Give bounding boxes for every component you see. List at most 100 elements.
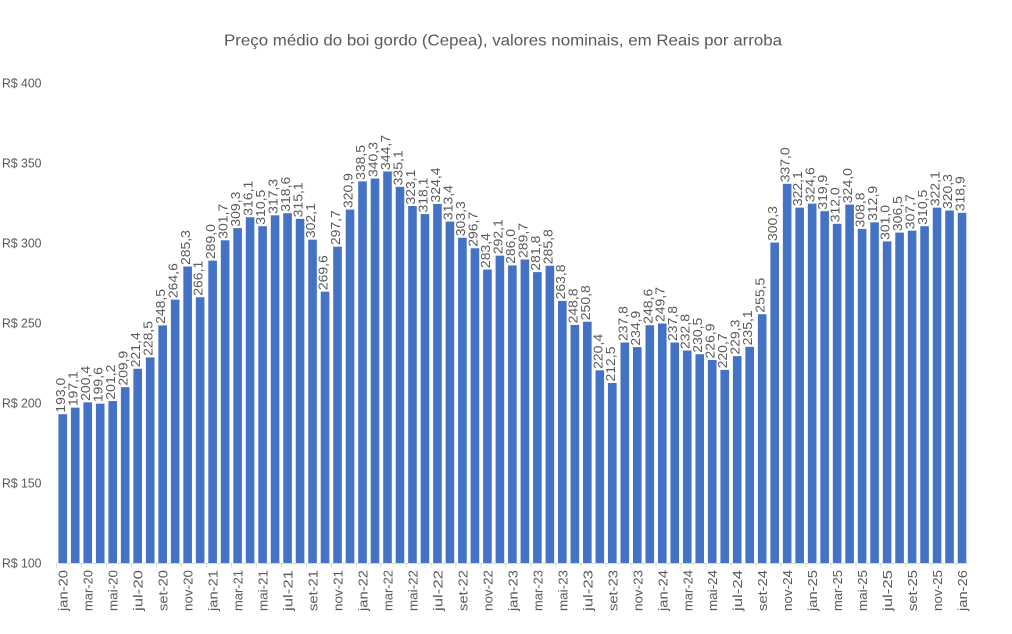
svg-text:mai-20: mai-20: [106, 570, 121, 611]
svg-text:jan-21: jan-21: [206, 570, 221, 612]
svg-text:264,6: 264,6: [166, 263, 181, 298]
svg-text:255,5: 255,5: [753, 278, 768, 313]
svg-text:201,2: 201,2: [103, 365, 118, 400]
svg-text:mai-22: mai-22: [405, 570, 420, 611]
svg-text:324,4: 324,4: [428, 167, 443, 202]
svg-text:R$ 300: R$ 300: [2, 236, 42, 251]
svg-text:303,3: 303,3: [453, 201, 468, 236]
svg-text:249,7: 249,7: [653, 287, 668, 322]
svg-text:set-24: set-24: [755, 570, 770, 611]
svg-text:248,5: 248,5: [153, 289, 168, 324]
svg-text:289,0: 289,0: [203, 224, 218, 259]
svg-text:285,3: 285,3: [178, 230, 193, 265]
svg-text:309,3: 309,3: [228, 192, 243, 227]
svg-text:318,9: 318,9: [953, 176, 968, 211]
svg-text:jan-25: jan-25: [805, 570, 820, 612]
svg-text:193,0: 193,0: [53, 378, 68, 413]
svg-text:250,8: 250,8: [578, 285, 593, 320]
svg-text:R$ 150: R$ 150: [2, 476, 42, 491]
svg-text:set-20: set-20: [156, 570, 171, 611]
svg-text:266,1: 266,1: [191, 261, 206, 296]
svg-text:mai-24: mai-24: [705, 570, 720, 611]
svg-text:297,7: 297,7: [328, 210, 343, 245]
svg-text:263,8: 263,8: [553, 264, 568, 299]
svg-text:jan-23: jan-23: [505, 570, 520, 612]
svg-text:jan-20: jan-20: [56, 570, 71, 612]
svg-text:set-21: set-21: [306, 570, 321, 611]
svg-text:310,5: 310,5: [915, 190, 930, 225]
svg-text:R$ 400: R$ 400: [2, 76, 42, 91]
svg-text:212,5: 212,5: [603, 347, 618, 382]
svg-text:286,0: 286,0: [503, 229, 518, 264]
svg-text:R$ 350: R$ 350: [2, 156, 42, 171]
svg-text:R$ 200: R$ 200: [2, 396, 42, 411]
svg-text:248,6: 248,6: [640, 289, 655, 324]
svg-text:308,8: 308,8: [853, 192, 868, 227]
svg-text:jul-22: jul-22: [430, 570, 445, 612]
svg-text:340,3: 340,3: [366, 142, 381, 177]
svg-text:324,0: 324,0: [840, 168, 855, 203]
svg-text:mar-22: mar-22: [380, 570, 395, 611]
svg-text:jan-22: jan-22: [356, 570, 371, 612]
svg-text:mar-23: mar-23: [530, 570, 545, 611]
svg-text:mar-20: mar-20: [81, 570, 96, 611]
svg-text:310,5: 310,5: [253, 190, 268, 225]
svg-text:221,4: 221,4: [128, 332, 143, 367]
svg-text:jan-24: jan-24: [655, 570, 670, 612]
svg-text:292,1: 292,1: [490, 219, 505, 254]
svg-text:209,9: 209,9: [116, 351, 131, 386]
svg-text:296,7: 296,7: [465, 212, 480, 247]
svg-text:220,7: 220,7: [715, 333, 730, 368]
svg-text:set-22: set-22: [455, 570, 470, 611]
svg-text:199,6: 199,6: [91, 367, 106, 402]
svg-text:nov-25: nov-25: [930, 570, 945, 611]
svg-text:318,6: 318,6: [278, 177, 293, 212]
svg-text:197,1: 197,1: [66, 371, 81, 406]
svg-text:317,3: 317,3: [266, 179, 281, 214]
svg-text:230,5: 230,5: [690, 318, 705, 353]
svg-text:jul-21: jul-21: [281, 570, 296, 612]
svg-text:302,1: 302,1: [303, 203, 318, 238]
svg-text:232,8: 232,8: [678, 314, 693, 349]
svg-text:mar-24: mar-24: [680, 570, 695, 611]
svg-text:269,6: 269,6: [316, 255, 331, 290]
svg-text:312,9: 312,9: [865, 186, 880, 221]
svg-text:324,6: 324,6: [803, 167, 818, 202]
svg-text:mai-23: mai-23: [555, 570, 570, 611]
svg-text:322,1: 322,1: [790, 171, 805, 206]
svg-text:315,1: 315,1: [291, 182, 306, 217]
svg-text:237,8: 237,8: [665, 306, 680, 341]
svg-text:jul-24: jul-24: [730, 570, 745, 612]
svg-text:301,0: 301,0: [878, 205, 893, 240]
svg-text:237,8: 237,8: [615, 306, 630, 341]
svg-text:mai-21: mai-21: [256, 570, 271, 611]
svg-text:228,5: 228,5: [141, 321, 156, 356]
svg-text:mai-25: mai-25: [855, 570, 870, 611]
svg-text:nov-23: nov-23: [630, 570, 645, 611]
svg-text:nov-21: nov-21: [331, 570, 346, 611]
svg-text:jul-20: jul-20: [131, 570, 146, 612]
svg-text:322,1: 322,1: [928, 171, 943, 206]
svg-text:301,7: 301,7: [216, 204, 231, 239]
svg-text:313,4: 313,4: [440, 185, 455, 220]
svg-text:307,7: 307,7: [903, 194, 918, 229]
svg-text:nov-20: nov-20: [181, 570, 196, 611]
svg-text:320,3: 320,3: [940, 174, 955, 209]
svg-text:jul-25: jul-25: [880, 570, 895, 612]
svg-text:229,3: 229,3: [728, 320, 743, 355]
svg-text:320,9: 320,9: [341, 173, 356, 208]
svg-text:nov-24: nov-24: [780, 570, 795, 611]
svg-text:226,9: 226,9: [703, 323, 718, 358]
svg-text:Preço médio do boi gordo (Cepe: Preço médio do boi gordo (Cepea), valore…: [224, 33, 782, 50]
svg-text:235,1: 235,1: [740, 310, 755, 345]
svg-text:R$ 250: R$ 250: [2, 316, 42, 331]
svg-text:mar-25: mar-25: [830, 570, 845, 611]
svg-text:set-23: set-23: [605, 570, 620, 611]
svg-text:200,4: 200,4: [78, 366, 93, 401]
svg-text:jul-23: jul-23: [580, 570, 595, 612]
svg-text:335,1: 335,1: [390, 150, 405, 185]
svg-text:jan-26: jan-26: [955, 570, 970, 612]
svg-text:mar-21: mar-21: [231, 570, 246, 611]
svg-text:set-25: set-25: [905, 570, 920, 611]
svg-text:318,1: 318,1: [415, 178, 430, 213]
